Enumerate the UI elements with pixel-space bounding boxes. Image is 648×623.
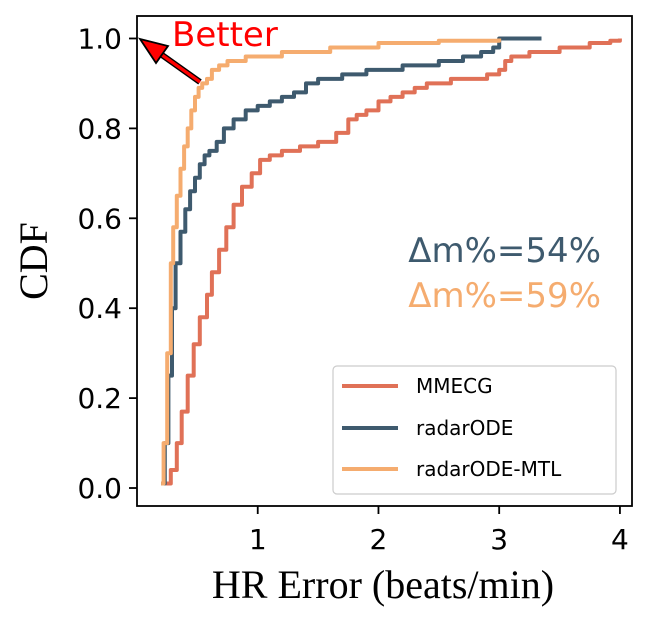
- better-arrow-shaft-fill: [161, 53, 201, 84]
- y-tick-label: 0.2: [77, 382, 122, 415]
- delta-mtl-label: Δm%=59%: [408, 276, 601, 316]
- x-axis-title: HR Error (beats/min): [212, 562, 554, 607]
- x-tick-label: 3: [490, 523, 508, 556]
- delta-radarode-label: Δm%=54%: [408, 231, 601, 271]
- series-line-radarode: [161, 36, 542, 486]
- y-tick-label: 0.8: [77, 112, 122, 145]
- better-annotation: Better: [137, 15, 278, 85]
- plot-frame: [136, 15, 633, 507]
- legend-label-radarode: radarODE: [416, 416, 513, 440]
- legend-label-radarode-mtl: radarODE-MTL: [416, 457, 562, 481]
- y-tick-label: 0.6: [77, 202, 122, 235]
- series-layer: [161, 36, 622, 486]
- x-tick-label: 2: [370, 523, 388, 556]
- y-axis-title: CDF: [11, 222, 56, 300]
- ticks-layer: 1 2 3 4 0.0 0.2 0.4 0.6 0.8 1.0: [77, 22, 628, 556]
- legend-label-mmecg: MMECG: [416, 374, 493, 398]
- y-tick-label: 0.0: [77, 472, 122, 505]
- legend-box: [332, 365, 617, 495]
- better-arrow-head: [137, 37, 170, 65]
- y-tick-label: 0.4: [77, 292, 122, 325]
- x-tick-label: 1: [249, 523, 267, 556]
- series-line-radarode-mtl: [161, 38, 502, 486]
- y-tick-label: 1.0: [77, 22, 122, 55]
- series-line-mmecg: [166, 38, 622, 486]
- x-tick-label: 4: [611, 523, 629, 556]
- better-label: Better: [172, 15, 278, 55]
- legend: MMECG radarODE radarODE-MTL: [332, 365, 617, 495]
